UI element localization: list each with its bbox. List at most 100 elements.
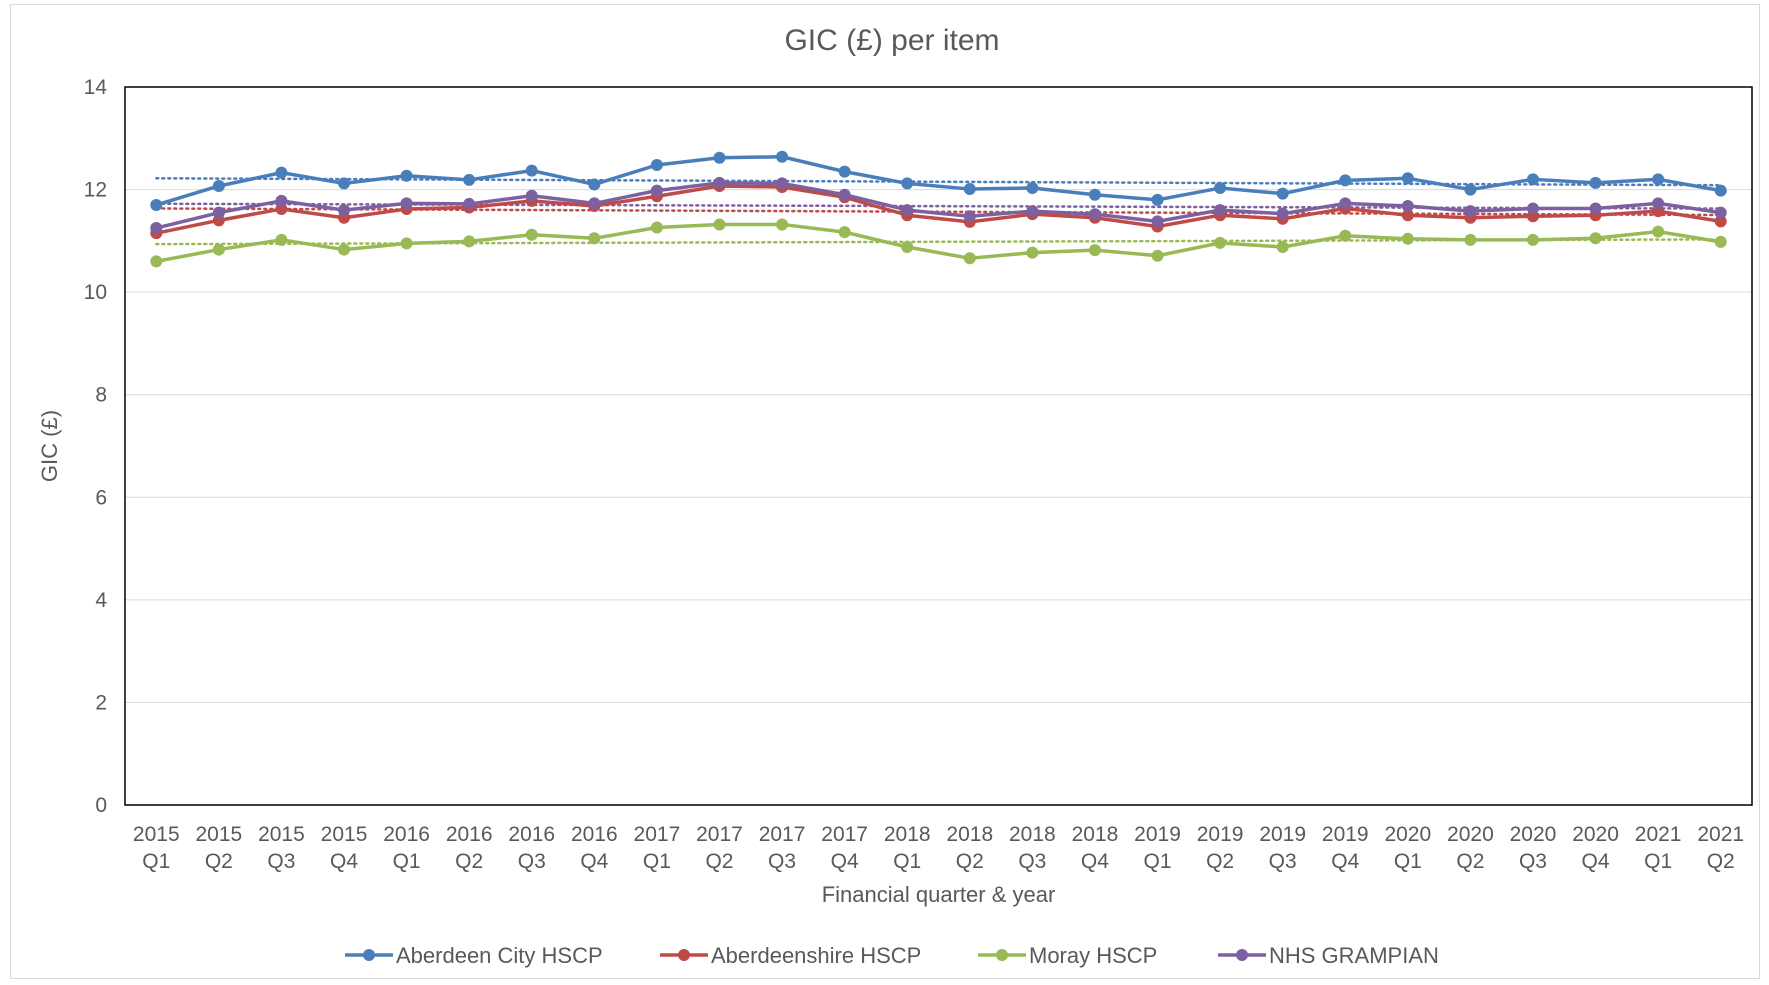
legend-swatch-marker <box>1236 949 1248 961</box>
x-tick-quarter: Q2 <box>705 850 733 873</box>
x-tick-year: 2019 <box>1322 823 1369 846</box>
x-tick-quarter: Q2 <box>205 850 233 873</box>
data-point <box>338 204 351 217</box>
data-point <box>1526 202 1539 215</box>
data-point <box>212 179 225 192</box>
data-point <box>525 164 538 177</box>
x-tick-quarter: Q2 <box>1206 850 1234 873</box>
x-tick-quarter: Q3 <box>1269 850 1297 873</box>
data-point <box>1464 233 1477 246</box>
x-tick-quarter: Q3 <box>1519 850 1547 873</box>
series-line <box>155 154 1722 207</box>
data-point <box>901 204 914 217</box>
data-point <box>713 218 726 231</box>
data-point <box>1339 174 1352 187</box>
x-tick-year: 2017 <box>634 823 681 846</box>
x-tick-quarter: Q4 <box>1582 850 1610 873</box>
data-point <box>838 226 851 239</box>
series-line <box>155 222 1721 264</box>
x-tick-year: 2020 <box>1572 823 1619 846</box>
x-tick-quarter: Q1 <box>393 850 421 873</box>
data-point <box>463 235 476 248</box>
data-point <box>1401 172 1414 185</box>
data-point <box>400 237 413 250</box>
chart-frame <box>10 4 1760 979</box>
x-tick-year: 2018 <box>1009 823 1056 846</box>
data-point <box>275 194 288 207</box>
series-line <box>155 181 1721 230</box>
data-point <box>400 197 413 210</box>
data-point <box>212 243 225 256</box>
data-point <box>1214 204 1227 217</box>
data-point <box>588 178 601 191</box>
x-tick-year: 2017 <box>696 823 743 846</box>
x-tick-quarter: Q2 <box>956 850 984 873</box>
legend-label: Moray HSCP <box>1029 943 1157 968</box>
x-tick-quarter: Q4 <box>831 850 859 873</box>
data-point <box>1401 232 1414 245</box>
x-tick-year: 2017 <box>821 823 868 846</box>
y-axis-label: GIC (£) <box>37 410 62 482</box>
series <box>150 176 1727 235</box>
y-tick-label: 6 <box>95 486 107 509</box>
x-tick-quarter: Q3 <box>267 850 295 873</box>
y-tick-label: 12 <box>84 179 107 202</box>
data-point <box>338 177 351 190</box>
data-point <box>1714 215 1727 228</box>
x-tick-quarter: Q1 <box>1144 850 1172 873</box>
data-point <box>588 197 601 210</box>
data-point <box>963 210 976 223</box>
data-point <box>901 241 914 254</box>
x-tick-quarter: Q2 <box>1456 850 1484 873</box>
data-point <box>1589 202 1602 215</box>
x-tick-quarter: Q2 <box>455 850 483 873</box>
x-tick-quarter: Q1 <box>1644 850 1672 873</box>
data-point <box>1026 246 1039 259</box>
x-tick-quarter: Q1 <box>643 850 671 873</box>
data-point <box>1214 236 1227 249</box>
x-tick-year: 2019 <box>1197 823 1244 846</box>
data-point <box>1714 206 1727 219</box>
data-point <box>650 221 663 234</box>
x-tick-year: 2018 <box>1072 823 1119 846</box>
data-point <box>212 206 225 219</box>
data-point <box>150 255 163 268</box>
data-point <box>901 177 914 190</box>
data-point <box>463 173 476 186</box>
legend-label: NHS GRAMPIAN <box>1269 943 1439 968</box>
y-tick-label: 2 <box>95 691 107 714</box>
x-tick-year: 2016 <box>383 823 430 846</box>
legend-label: Aberdeenshire HSCP <box>711 943 921 968</box>
trendline <box>155 177 1722 187</box>
x-tick-year: 2018 <box>884 823 931 846</box>
x-tick-year: 2015 <box>133 823 180 846</box>
x-tick-quarter: Q1 <box>893 850 921 873</box>
data-point <box>525 189 538 202</box>
x-tick-quarter: Q2 <box>1707 850 1735 873</box>
series <box>150 150 1727 211</box>
data-point <box>1652 225 1665 238</box>
data-point <box>1652 173 1665 186</box>
data-point <box>275 203 288 216</box>
series <box>150 218 1727 268</box>
x-tick-year: 2019 <box>1134 823 1181 846</box>
data-point <box>1276 207 1289 220</box>
data-point <box>1026 205 1039 218</box>
y-tick-label: 14 <box>84 76 108 99</box>
data-point <box>1088 208 1101 221</box>
data-point <box>838 188 851 201</box>
data-point <box>1276 187 1289 200</box>
data-point <box>1339 229 1352 242</box>
data-point <box>1526 233 1539 246</box>
x-tick-quarter: Q4 <box>1081 850 1109 873</box>
data-point <box>776 150 789 163</box>
legend-swatch-marker <box>678 949 690 961</box>
x-tick-year: 2019 <box>1259 823 1306 846</box>
x-axis-ticks: 2015 Q1 2015 Q2 2015 Q3 2015 Q4 2016 Q1 2016 Q2 2016… <box>133 823 1744 873</box>
y-tick-label: 4 <box>95 589 107 612</box>
data-point <box>463 197 476 210</box>
x-tick-year: 2015 <box>196 823 243 846</box>
x-tick-quarter: Q3 <box>518 850 546 873</box>
legend-swatch-marker <box>996 949 1008 961</box>
